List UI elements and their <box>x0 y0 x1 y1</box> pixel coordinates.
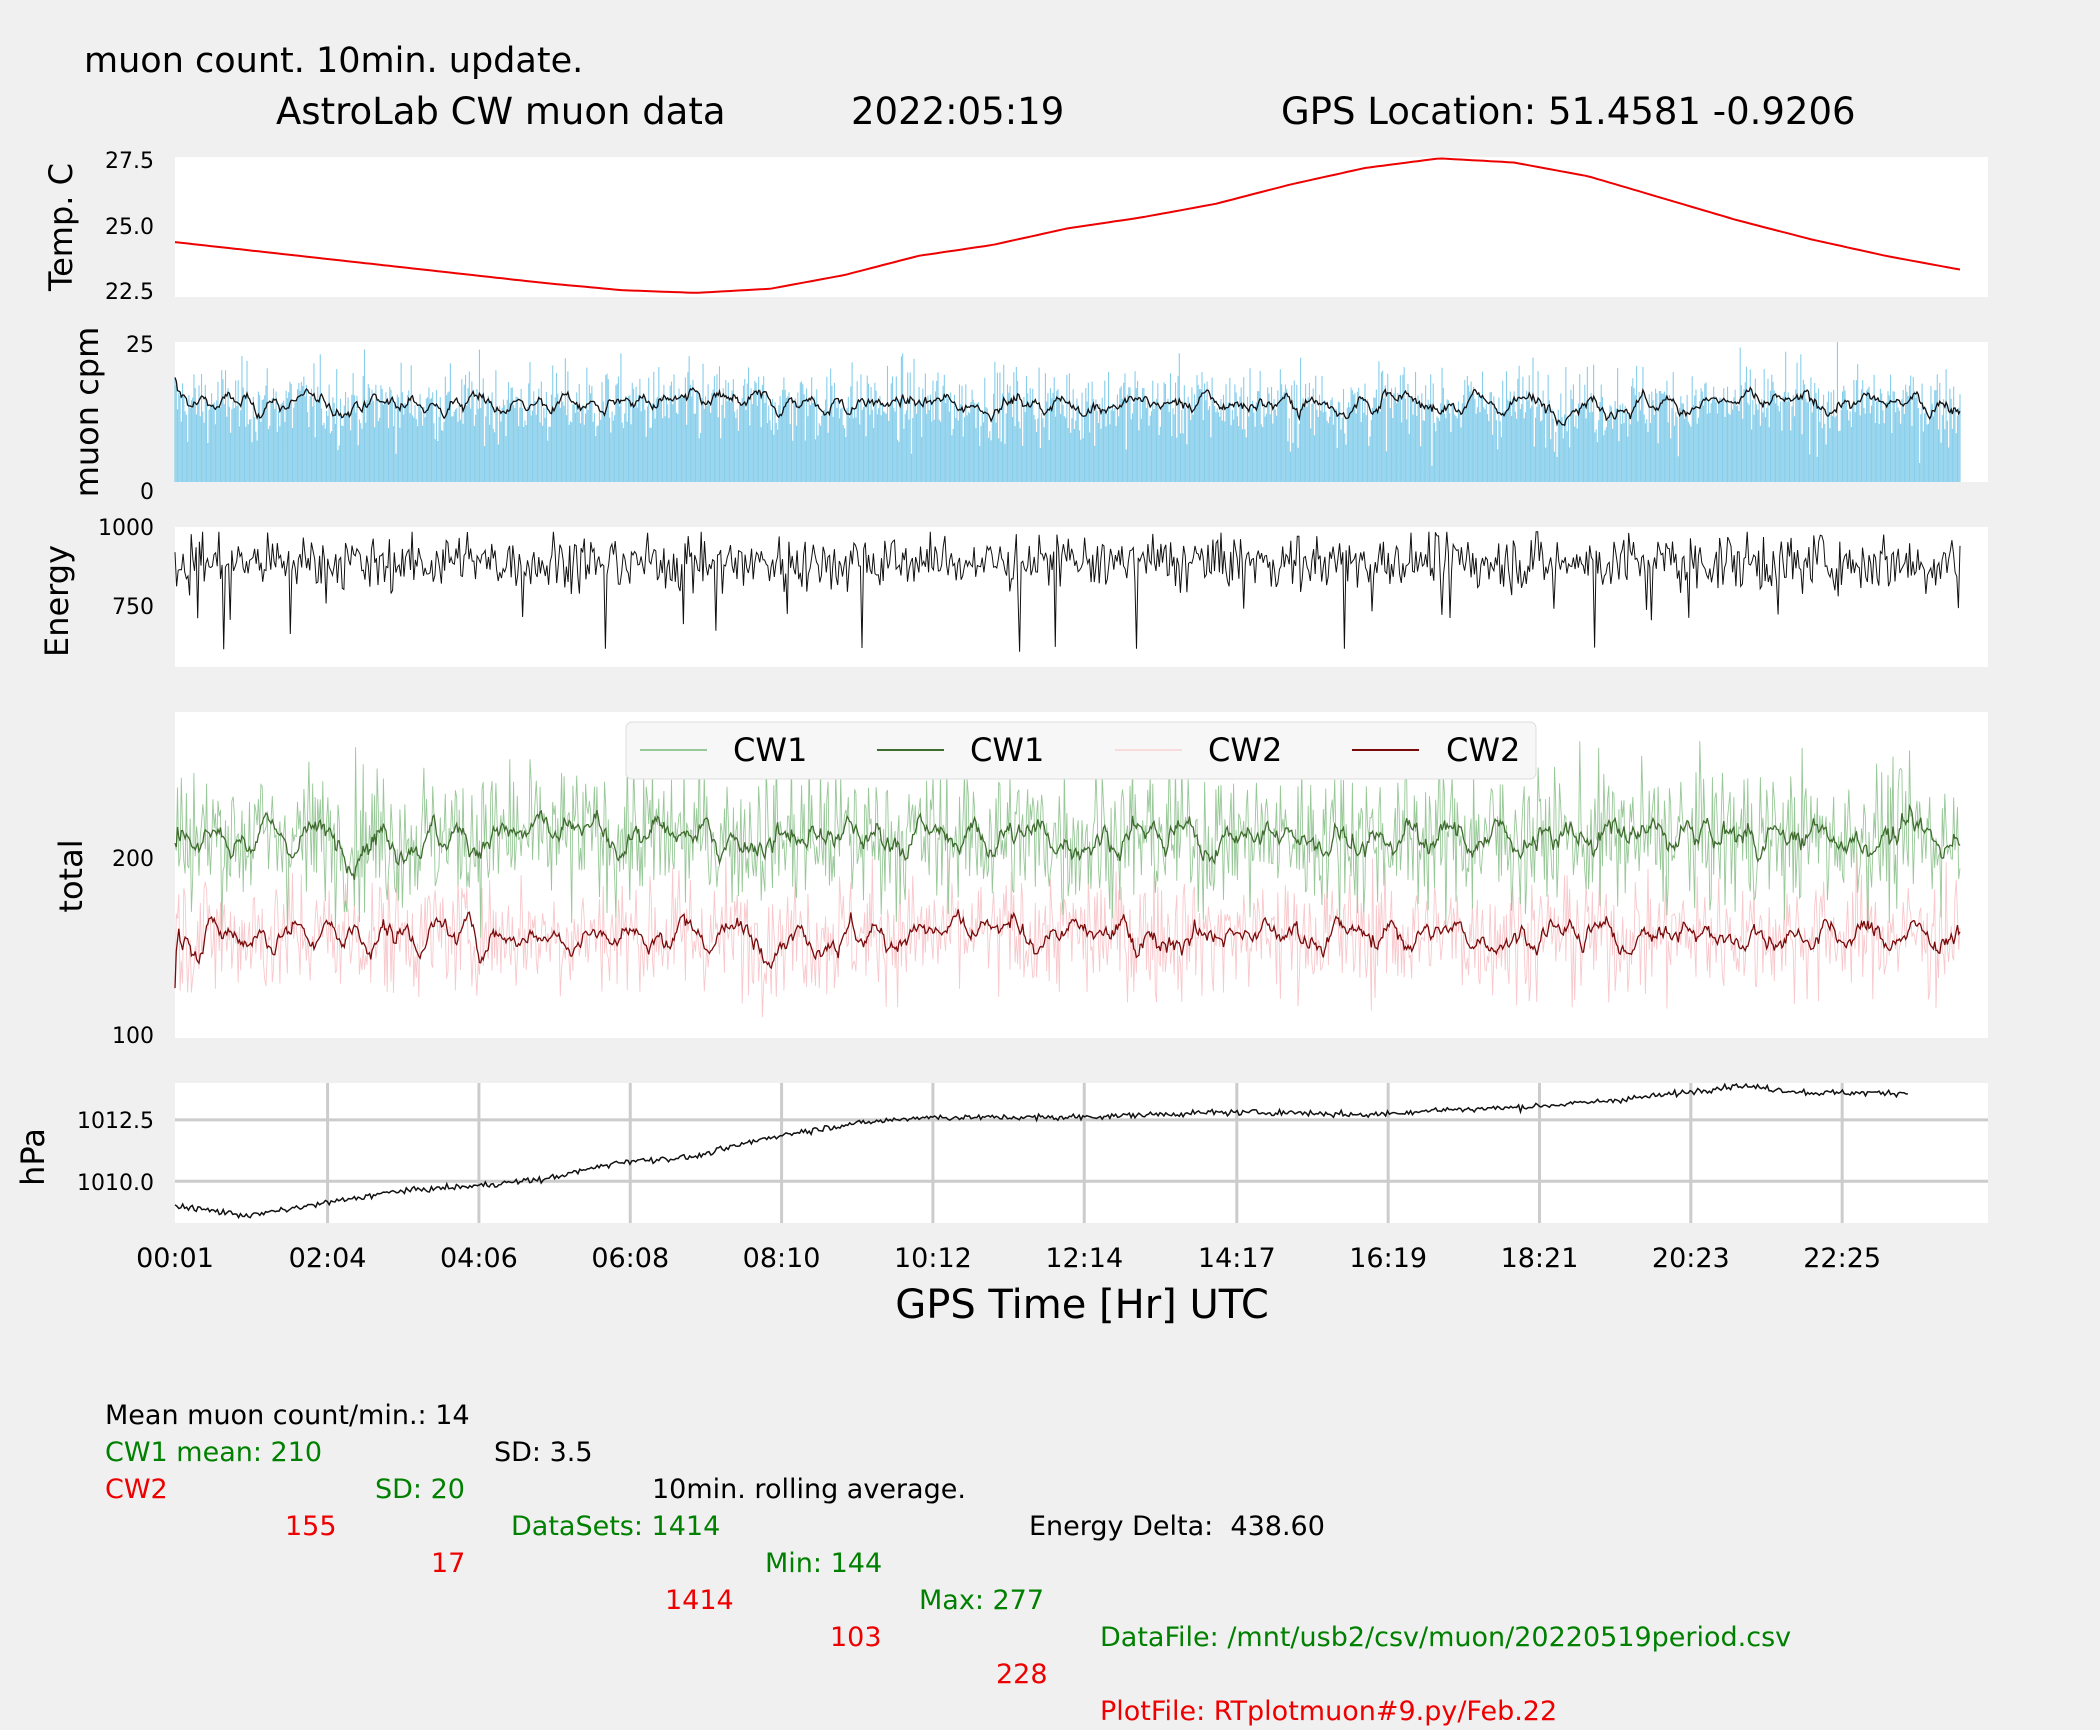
stat-cw1-mean: CW1 mean: 210 <box>105 1437 323 1468</box>
pressure-line <box>174 1082 1909 1220</box>
stat-energy-delta: Energy Delta: 438.60 <box>1029 1511 1325 1542</box>
muon-rolling-average <box>174 377 1961 427</box>
x-axis-ticks: 00:01 02:04 04:06 06:08 08:10 10:12 12:14 14:17… <box>136 1243 1881 1274</box>
energy-ytick-high: 1000 <box>98 516 154 541</box>
muon-figure: muon count. 10min. update. AstroLab CW m… <box>14 41 1988 1328</box>
x-tick-label: 04:06 <box>440 1243 518 1274</box>
muon-ytick-high: 25 <box>126 333 154 358</box>
energy-line <box>174 531 1961 652</box>
x-axis-label: GPS Time [Hr] UTC <box>895 1282 1269 1328</box>
legend-label-cw2-avg: CW2 <box>1446 731 1520 769</box>
energy-ylabel: Energy <box>38 545 76 657</box>
legend-box <box>625 721 1537 780</box>
pressure-ylabel: hPa <box>14 1128 52 1186</box>
stats-line-cw1: CW1 mean: 210 SD: 20 DataSets: 1414 Min:… <box>105 1397 2095 1653</box>
chart-title: AstroLab CW muon data <box>276 90 726 133</box>
muon-ylabel: muon cpm <box>68 327 106 498</box>
total-ytick-low: 100 <box>112 1024 154 1049</box>
temp-line <box>174 157 1961 294</box>
muon-series <box>174 342 1961 482</box>
muon-ytick-low: 0 <box>140 480 154 505</box>
chart-date: 2022:05:19 <box>851 90 1064 133</box>
x-tick-label: 22:25 <box>1803 1243 1881 1274</box>
pressure-ytick-high: 1012.5 <box>77 1109 154 1134</box>
stat-cw2-name: CW2 <box>105 1474 168 1505</box>
stats-line-summary: Mean muon count/min.: 14 SD: 3.5 10min. … <box>105 1360 2095 1542</box>
legend-label-cw2-raw: CW2 <box>1208 731 1282 769</box>
total-series <box>174 738 1961 1018</box>
stat-cw2-datasets: 1414 <box>665 1585 734 1616</box>
cw1-rolling-average <box>174 803 1961 881</box>
stat-cw2-mean: 155 <box>285 1511 337 1542</box>
legend-label-cw1-raw: CW1 <box>733 731 807 769</box>
pressure-grid <box>175 1083 1988 1223</box>
x-tick-label: 10:12 <box>894 1243 972 1274</box>
x-tick-label: 20:23 <box>1652 1243 1730 1274</box>
temp-ytick-mid: 25.0 <box>105 215 154 240</box>
stat-mean-muon: Mean muon count/min.: 14 <box>105 1400 470 1431</box>
total-ytick-high: 200 <box>112 847 154 872</box>
stat-cw1-sd: SD: 20 <box>375 1474 465 1505</box>
energy-panel <box>175 527 1988 667</box>
stat-cw2-max: 228 <box>996 1659 1048 1690</box>
pressure-ytick-low: 1010.0 <box>77 1171 154 1196</box>
x-tick-label: 00:01 <box>136 1243 214 1274</box>
cw2-rolling-average <box>174 909 1961 989</box>
temp-ylabel: Temp. C <box>42 163 80 292</box>
gps-location: GPS Location: 51.4581 -0.9206 <box>1281 90 1856 133</box>
stat-plotfile: PlotFile: RTplotmuon#9.py/Feb.22 <box>1100 1696 1558 1727</box>
update-note: muon count. 10min. update. <box>84 41 583 81</box>
total-ylabel: total <box>52 839 90 912</box>
stat-rolling-average: 10min. rolling average. <box>652 1474 966 1505</box>
stat-cw1-datasets: DataSets: 1414 <box>511 1511 721 1542</box>
energy-ytick-low: 750 <box>112 595 154 620</box>
x-tick-label: 14:17 <box>1198 1243 1276 1274</box>
x-tick-label: 16:19 <box>1349 1243 1427 1274</box>
pressure-series <box>174 1082 1909 1220</box>
legend-label-cw1-avg: CW1 <box>970 731 1044 769</box>
x-tick-label: 08:10 <box>743 1243 821 1274</box>
x-tick-label: 12:14 <box>1045 1243 1123 1274</box>
stat-sd-muon: SD: 3.5 <box>494 1437 593 1468</box>
x-tick-label: 02:04 <box>289 1243 367 1274</box>
stat-cw2-sd: 17 <box>431 1548 466 1579</box>
x-tick-label: 06:08 <box>591 1243 669 1274</box>
stat-datafile: DataFile: /mnt/usb2/csv/muon/20220519per… <box>1100 1622 1792 1653</box>
stat-cw2-min: 103 <box>830 1622 882 1653</box>
stat-cw1-max: Max: 277 <box>919 1585 1045 1616</box>
pressure-panel <box>175 1083 1988 1223</box>
total-legend: CW1 CW1 CW2 CW2 <box>625 721 1537 780</box>
cw1-raw-line <box>174 738 1961 938</box>
temp-series <box>174 157 1961 294</box>
energy-series <box>174 531 1961 652</box>
stat-cw1-min: Min: 144 <box>765 1548 883 1579</box>
x-tick-label: 18:21 <box>1501 1243 1579 1274</box>
stats-line-cw2: CW2 155 17 1414 103 228 PlotFile: RTplot… <box>105 1434 2095 1727</box>
muon-bars <box>174 342 1961 482</box>
temp-ytick-low: 22.5 <box>105 280 154 305</box>
temp-ytick-high: 27.5 <box>105 149 154 174</box>
